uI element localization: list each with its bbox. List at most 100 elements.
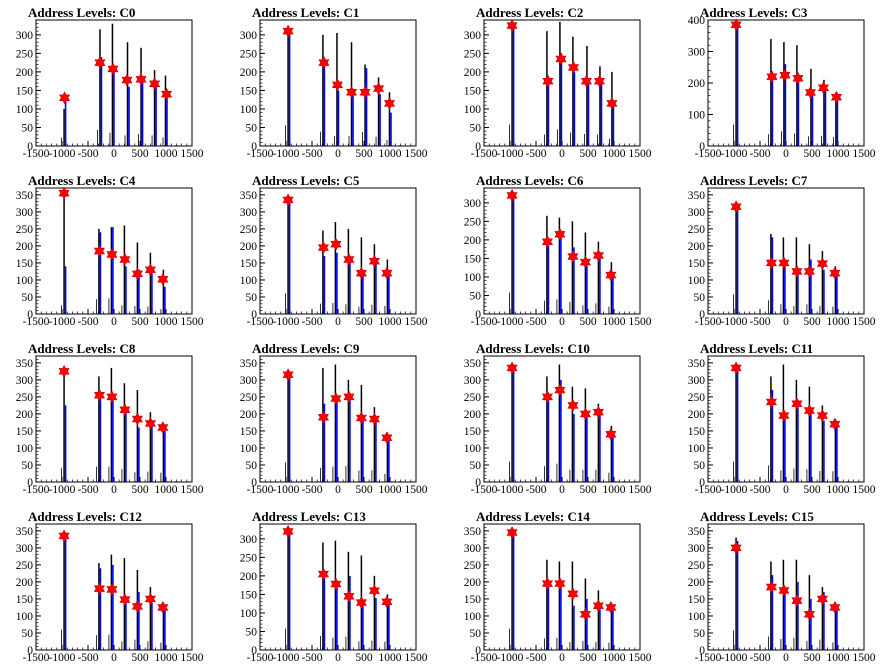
chart-plot: 0 50 100 150 200 250 300 350 -1500 -1000 -500 0 500 1…	[464, 355, 652, 496]
y-tick-label: 250	[240, 224, 258, 236]
x-tick-label: -1000	[721, 484, 748, 496]
peak-marker	[58, 529, 70, 543]
peak-marker	[605, 601, 617, 614]
chart-plot: 0 50 100 150 200 250 300 -1500 -1000 -500 0 500 1000…	[240, 523, 428, 664]
peak-marker	[93, 582, 105, 596]
y-tick-label: 100	[16, 443, 34, 455]
x-tick-label: -500	[749, 652, 770, 664]
x-tick-label: -1500	[23, 316, 50, 328]
x-tick-label: -1000	[721, 316, 748, 328]
peak-marker	[355, 266, 367, 280]
chart-panel: Address Levels: C10 0 50 100 150 200 250 300 350…	[448, 336, 672, 504]
x-tick-label: 1500	[405, 652, 428, 664]
x-tick-label: 1000	[155, 148, 178, 160]
y-tick-label: 0	[251, 309, 257, 321]
peak-marker	[579, 407, 591, 421]
y-tick-label: 250	[688, 392, 706, 404]
peak-marker	[59, 91, 71, 105]
peak-marker	[282, 524, 294, 538]
y-tick-label: 200	[464, 577, 482, 589]
x-tick-label: 0	[111, 484, 117, 496]
x-tick-label: 500	[579, 484, 597, 496]
y-tick-label: 300	[464, 543, 482, 555]
y-tick-label: 50	[246, 122, 258, 134]
chart-panel: Address Levels: C9 0 50 100 150 200 250 300 350 -…	[224, 336, 448, 504]
y-tick-label: 350	[240, 358, 258, 370]
x-tick-label: -500	[77, 316, 98, 328]
peak-marker	[816, 592, 828, 606]
x-tick-label: -500	[749, 316, 770, 328]
x-tick-label: -1000	[273, 148, 300, 160]
peak-marker	[554, 577, 566, 591]
peak-marker	[160, 87, 173, 101]
plot-frame	[707, 355, 865, 483]
x-tick-label: 1000	[379, 652, 402, 664]
y-tick-label: 250	[240, 392, 258, 404]
chart-title: Address Levels: C10	[476, 341, 590, 356]
x-tick-label: -1000	[497, 484, 524, 496]
peak-marker	[106, 247, 118, 261]
plot-frame	[483, 523, 641, 651]
x-tick-label: 1000	[603, 148, 626, 160]
y-tick-label: 200	[688, 78, 706, 90]
peak-marker	[107, 62, 119, 76]
peak-marker	[355, 596, 367, 609]
peak-marker	[778, 409, 790, 423]
peak-marker	[803, 404, 815, 417]
y-tick-label: 300	[688, 543, 706, 555]
chart-panel: Address Levels: C14 0 50 100 150 200 250 300 350…	[448, 504, 672, 672]
peak-marker	[730, 18, 742, 32]
x-tick-label: 1000	[827, 484, 850, 496]
chart-plot: 0 50 100 150 200 250 300 -1500 -1000 -500 0 500 1000…	[464, 187, 652, 328]
x-tick-label: -1000	[273, 484, 300, 496]
y-tick-label: 300	[240, 30, 258, 42]
x-tick-label: 1000	[827, 148, 850, 160]
y-tick-label: 200	[16, 67, 34, 79]
x-tick-label: 1000	[603, 484, 626, 496]
peak-marker	[766, 70, 778, 84]
peak-marker	[282, 24, 294, 38]
peak-marker	[804, 86, 816, 99]
peak-marker	[345, 85, 358, 99]
y-tick-label: 150	[16, 85, 34, 97]
y-tick-label: 250	[240, 48, 258, 60]
y-tick-label: 150	[464, 426, 482, 438]
peak-marker	[567, 398, 579, 412]
x-tick-label: 1500	[181, 652, 204, 664]
y-tick-label: 300	[688, 207, 706, 219]
peak-marker	[506, 188, 518, 202]
peak-marker	[792, 71, 804, 85]
x-tick-label: -1000	[273, 316, 300, 328]
peak-marker	[317, 241, 329, 255]
y-tick-label: 300	[464, 375, 482, 387]
chart-panel: Address Levels: C6 0 50 100 150 200 250 300 -150…	[448, 168, 672, 336]
x-tick-label: -1500	[695, 484, 722, 496]
peak-marker	[580, 74, 592, 88]
y-tick-label: 50	[246, 292, 258, 304]
peak-marker	[331, 78, 344, 92]
y-tick-label: 0	[27, 477, 33, 489]
peak-marker	[355, 411, 367, 425]
chart-panel: Address Levels: C1 0 50 100 150 200 250 300 -150…	[224, 0, 448, 168]
y-tick-label: 350	[16, 526, 34, 538]
y-tick-label: 200	[240, 67, 258, 79]
y-tick-label: 0	[27, 309, 33, 321]
y-tick-label: 100	[240, 443, 258, 455]
x-tick-label: 500	[355, 484, 373, 496]
x-tick-label: 1000	[827, 316, 850, 328]
y-tick-label: 100	[240, 275, 258, 287]
y-tick-label: 50	[470, 122, 482, 134]
peak-marker	[592, 249, 604, 262]
chart-plot: 0 50 100 150 200 250 300 350 -1500 -1000 -500 0 500 1…	[16, 523, 204, 664]
y-tick-label: 200	[688, 577, 706, 589]
x-tick-label: 1500	[629, 652, 652, 664]
peak-marker	[791, 594, 803, 608]
peak-marker	[58, 186, 70, 200]
x-tick-label: -500	[525, 316, 546, 328]
y-tick-label: 0	[475, 477, 481, 489]
y-tick-label: 100	[464, 104, 482, 116]
peak-marker	[567, 250, 579, 263]
peak-marker	[506, 526, 518, 539]
x-tick-label: -1500	[247, 316, 274, 328]
